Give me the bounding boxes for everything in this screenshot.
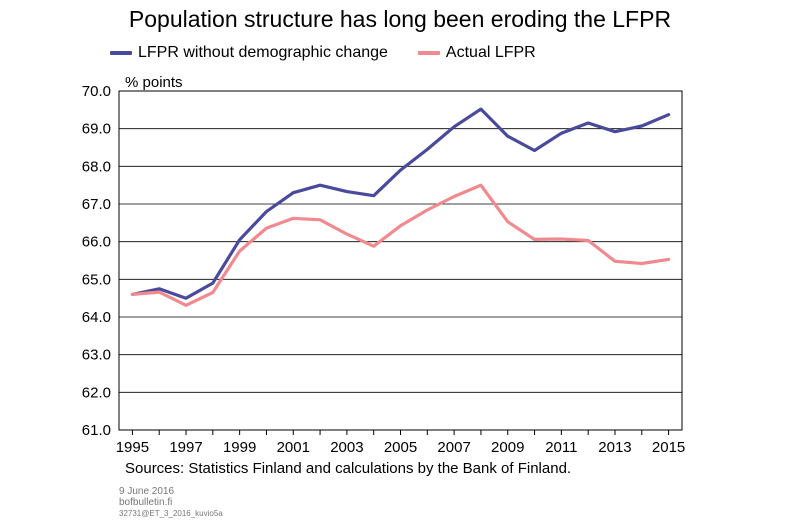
series-line-actual-lfpr (130, 183, 671, 307)
y-tick-label: 66.0 (82, 234, 111, 251)
chart-code: 32731@ET_3_2016_kuvio5a (119, 509, 223, 518)
x-tick-label: 1995 (116, 439, 149, 456)
y-tick-label: 64.0 (82, 309, 111, 326)
legend-item-lfpr-without-demographic-change: LFPR without demographic change (110, 44, 388, 62)
publication-date: 9 June 2016 (119, 486, 175, 497)
x-tick-label: 2007 (437, 439, 470, 456)
x-tick-label: 2005 (384, 439, 417, 456)
legend-swatch-pink (417, 51, 440, 55)
x-tick-label: 2003 (330, 439, 363, 456)
x-tick-label: 1999 (223, 439, 256, 456)
x-tick-label: 2011 (545, 439, 577, 456)
x-tick-label: 1997 (169, 439, 202, 456)
y-tick-label: 62.0 (82, 384, 111, 401)
legend-label: Actual LFPR (445, 44, 536, 61)
site-name: bofbulletin.fi (119, 497, 173, 508)
chart-title: Population structure has long been erodi… (128, 6, 672, 32)
y-tick-label: 70.0 (82, 83, 111, 100)
y-tick-label: 69.0 (82, 121, 111, 138)
y-tick-label: 61.0 (82, 422, 111, 439)
legend-item-actual-lfpr: Actual LFPR (417, 44, 536, 62)
y-tick-label: 67.0 (82, 196, 111, 213)
y-tick-label: 68.0 (82, 158, 111, 175)
x-tick-label: 2015 (652, 439, 685, 456)
legend-swatch-blue (110, 51, 132, 55)
y-tick-label: 65.0 (82, 271, 111, 288)
plot-area-border (118, 90, 683, 431)
y-tick-label: 63.0 (82, 347, 111, 364)
legend-label: LFPR without demographic change (138, 44, 388, 61)
series-line-lfpr-without-demographic-change (130, 107, 671, 300)
x-tick-label: 2013 (598, 439, 631, 456)
x-tick-label: 2001 (277, 439, 310, 456)
y-axis-unit-label: % points (125, 74, 183, 91)
source-note: Sources: Statistics Finland and calculat… (125, 460, 572, 477)
chart-legend: LFPR without demographic change Actual L… (110, 44, 536, 62)
x-tick-label: 2009 (491, 439, 524, 456)
